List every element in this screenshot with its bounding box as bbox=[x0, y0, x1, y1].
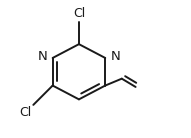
Text: N: N bbox=[110, 50, 120, 63]
Text: Cl: Cl bbox=[19, 106, 31, 119]
Text: N: N bbox=[38, 50, 48, 63]
Text: Cl: Cl bbox=[73, 7, 85, 20]
